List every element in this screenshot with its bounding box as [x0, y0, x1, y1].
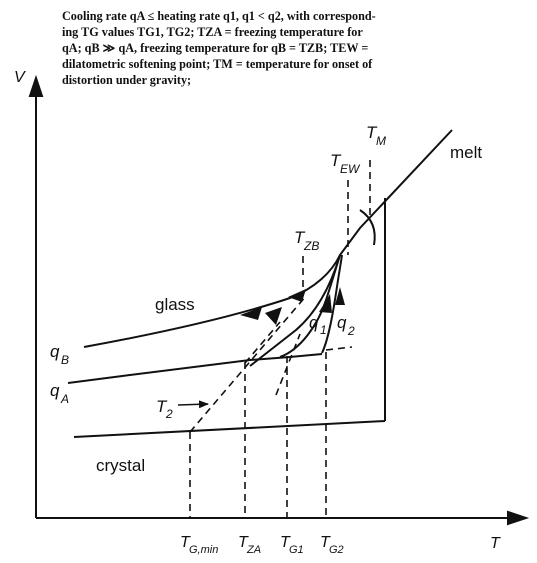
tick-tg1-main: T — [280, 534, 291, 551]
label-qA-sub: A — [60, 392, 69, 406]
tick-label-tg2: T G2 — [320, 534, 344, 556]
label-tew-sub: EW — [340, 162, 361, 176]
label-tm-main: T — [366, 123, 378, 142]
tick-label-tgmin: T G,min — [180, 534, 218, 556]
tick-tg2-main: T — [320, 534, 331, 551]
label-qA-main: q — [50, 381, 60, 400]
axis-label-v: V — [14, 69, 26, 86]
arrow-qB-bump — [265, 307, 282, 325]
tick-tg1-sub: G1 — [289, 544, 304, 556]
tick-tza-main: T — [238, 534, 249, 551]
caption-line-4: dilatometric softening point; TM = tempe… — [62, 57, 373, 71]
label-tzb: T ZB — [294, 228, 319, 253]
axis-label-t: T — [490, 535, 501, 552]
tick-tza-sub: ZA — [246, 544, 261, 556]
tick-tgmin-main: T — [180, 534, 191, 551]
caption-line-1: Cooling rate qA ≤ heating rate q1, q1 < … — [62, 9, 376, 23]
label-qB-main: q — [50, 342, 60, 361]
tick-tg2-sub: G2 — [329, 544, 344, 556]
label-q1-main: q — [309, 313, 319, 332]
label-qB-sub: B — [61, 353, 69, 367]
t2-arrow — [177, 400, 209, 409]
label-qA: q A — [50, 381, 69, 406]
tick-tgmin-sub: G,min — [189, 544, 218, 556]
arrow-cooling-qB-2 — [288, 289, 306, 302]
tick-label-tg1: T G1 — [280, 534, 304, 556]
label-q2-sub: 2 — [347, 324, 355, 338]
glass-curve-qA — [67, 353, 323, 384]
label-q1: q 1 — [309, 313, 327, 337]
label-q2-main: q — [337, 313, 347, 332]
crystal-line — [73, 420, 386, 438]
extrapolation-q1 — [275, 333, 301, 396]
figure-caption: Cooling rate qA ≤ heating rate q1, q1 < … — [62, 8, 502, 88]
label-tm: T M — [366, 123, 386, 148]
label-melt: melt — [450, 143, 482, 162]
arrow-cooling-qB — [240, 307, 262, 320]
caption-line-5: distortion under gravity; — [62, 73, 192, 87]
tick-label-tza: T ZA — [238, 534, 261, 556]
label-t2-sub: 2 — [165, 407, 173, 421]
extrapolation-line-2 — [244, 321, 281, 364]
arrow-heating-q2 — [335, 287, 345, 305]
label-qB: q B — [50, 342, 69, 367]
label-tm-sub: M — [376, 134, 386, 148]
glass-curve-qB — [83, 254, 341, 348]
extrapolation-line — [189, 295, 307, 433]
heating-curve-q2 — [321, 254, 343, 354]
label-t2-main: T — [156, 397, 168, 416]
y-axis-arrow — [28, 74, 44, 97]
extrapolation-q2 — [325, 346, 353, 351]
heating-curve-q1 — [279, 254, 341, 358]
label-tzb-main: T — [294, 228, 306, 247]
x-axis-arrow — [507, 510, 530, 526]
label-q1-sub: 1 — [320, 323, 327, 337]
caption-line-3: qA; qB ≫ qA, freezing temperature for qB… — [62, 41, 369, 55]
label-t2: T 2 — [156, 397, 173, 421]
caption-line-2: ing TG values TG1, TG2; TZA = freezing t… — [62, 25, 363, 39]
label-glass: glass — [155, 295, 195, 314]
tm-arc — [359, 209, 376, 246]
label-tew: T EW — [330, 151, 361, 176]
label-tzb-sub: ZB — [303, 239, 319, 253]
arrow-heating-q1 — [319, 294, 332, 313]
label-crystal: crystal — [96, 456, 145, 475]
label-q2: q 2 — [337, 313, 355, 338]
label-tew-main: T — [330, 151, 342, 170]
